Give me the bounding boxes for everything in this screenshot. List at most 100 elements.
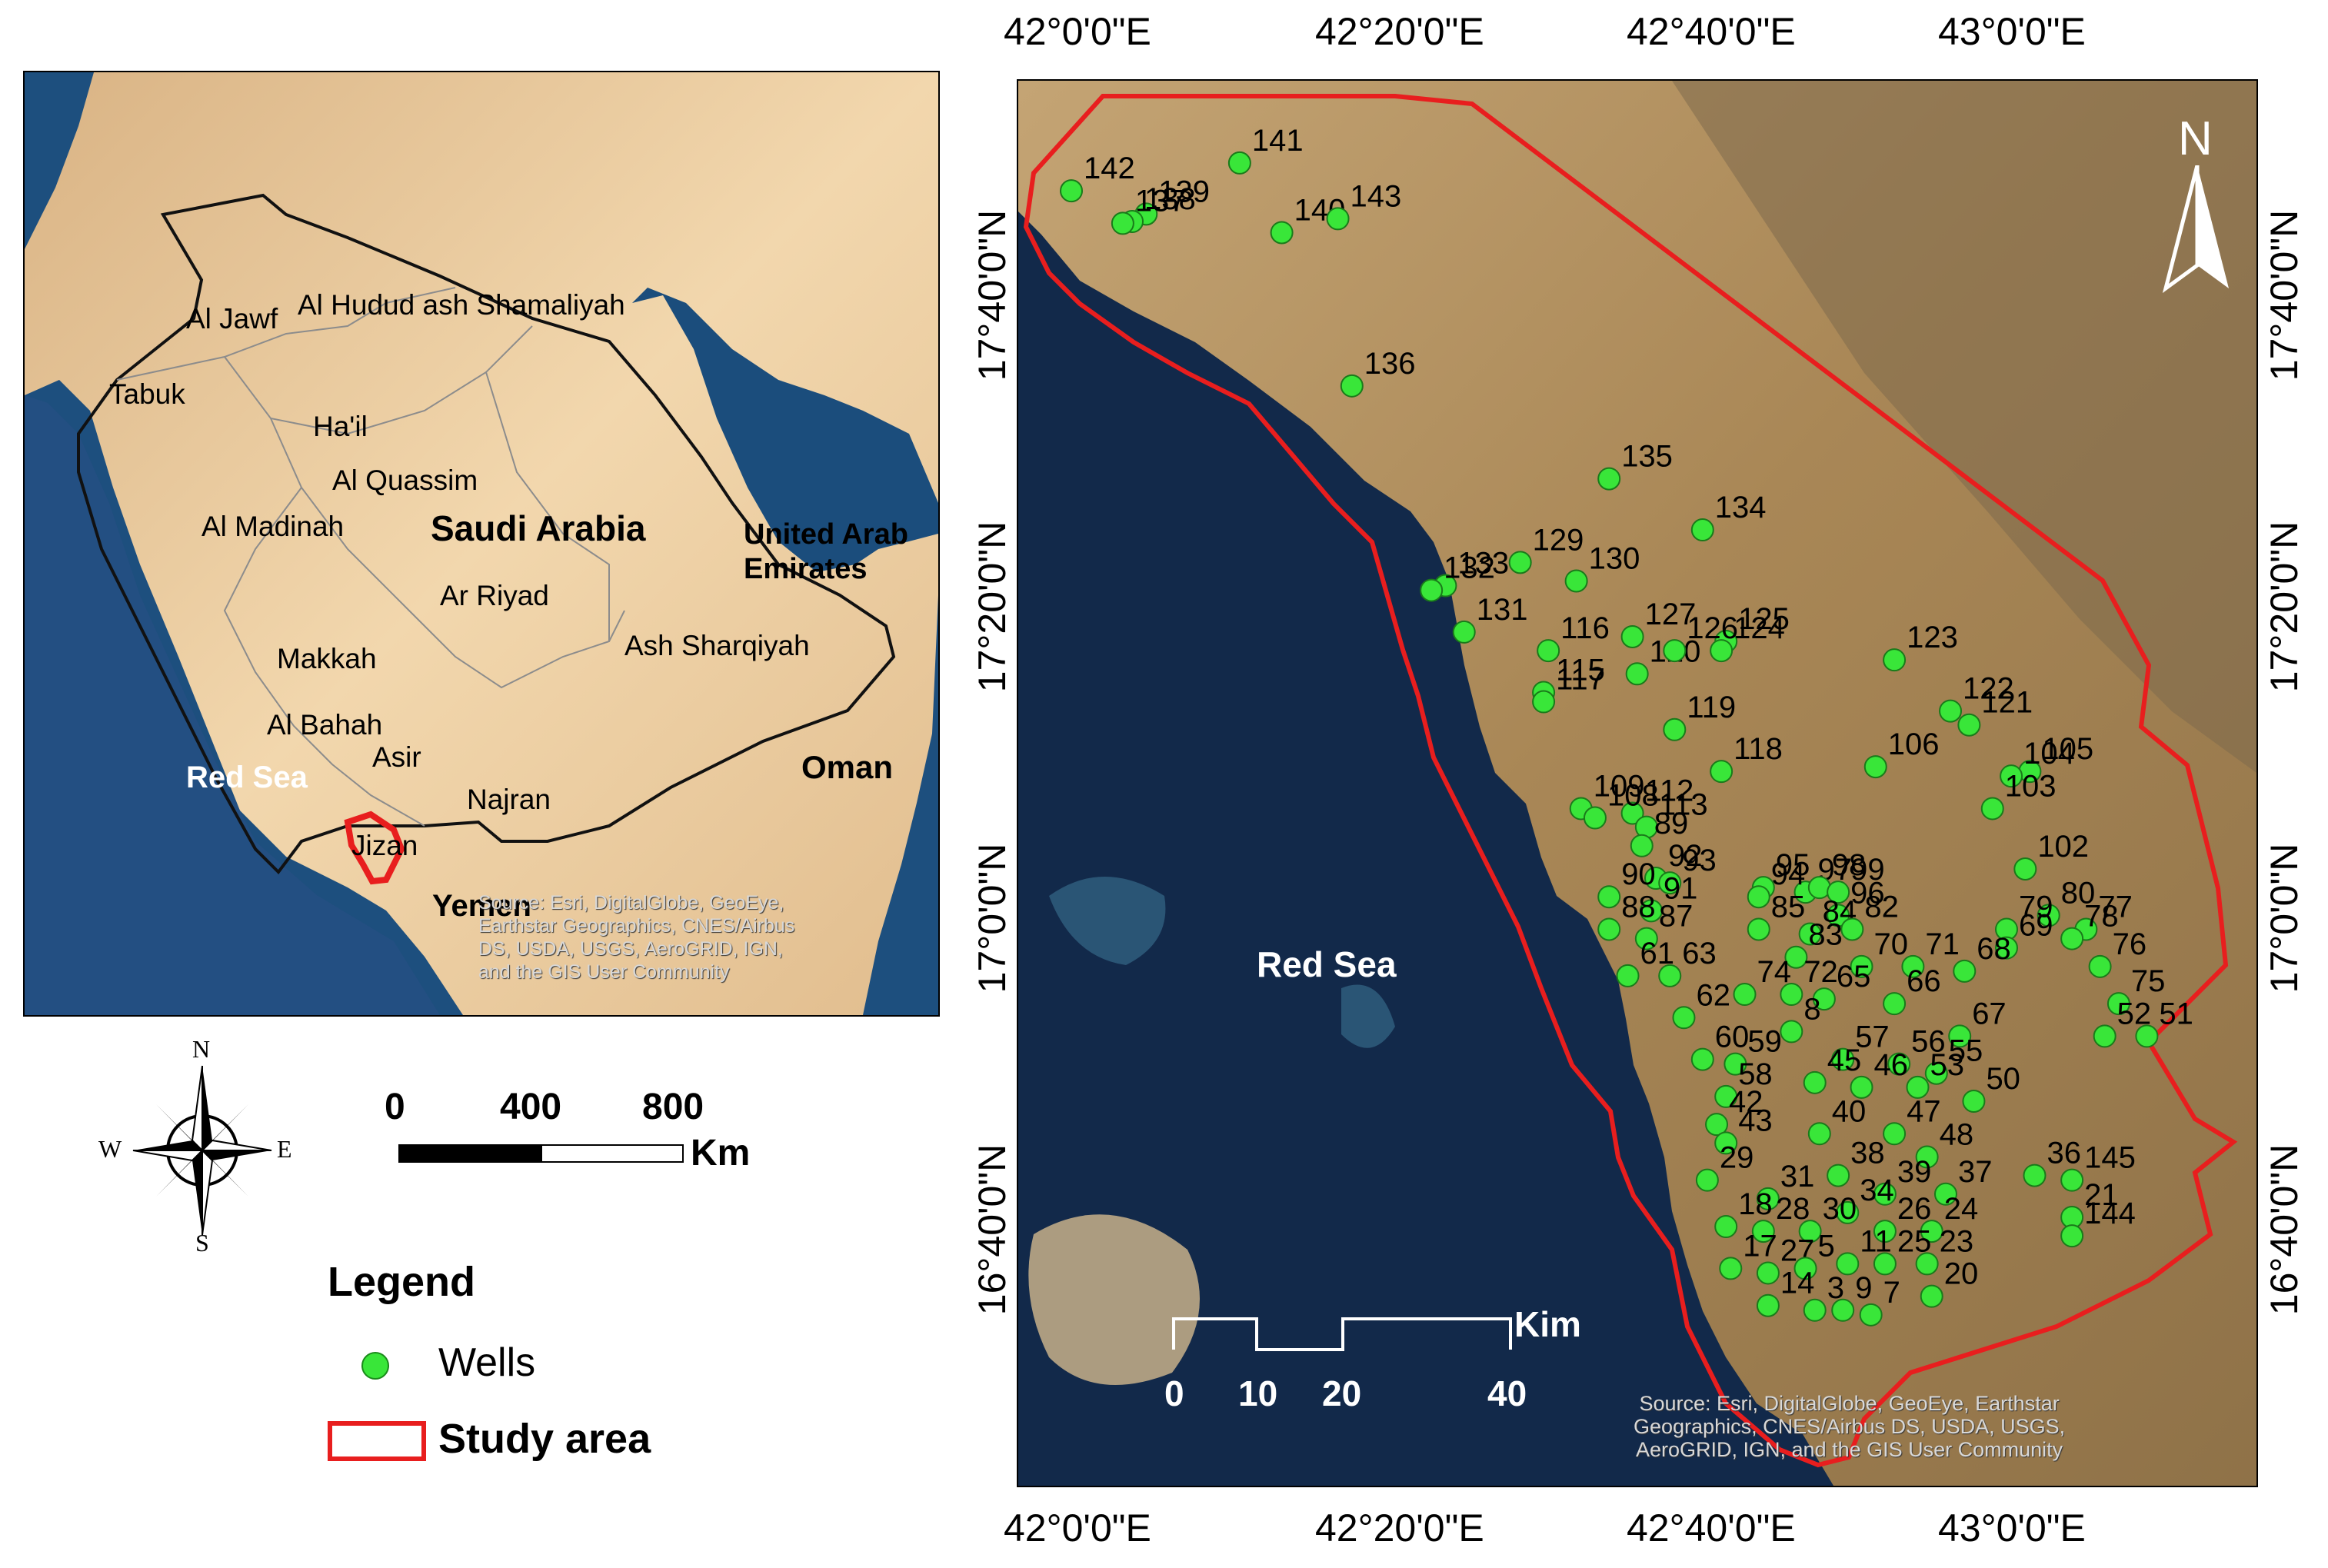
well-point bbox=[1887, 1052, 1911, 1076]
well-point bbox=[1807, 1122, 1831, 1146]
inset-persian-gulf bbox=[632, 288, 938, 572]
inset-study-area bbox=[344, 811, 405, 885]
well-point bbox=[1980, 797, 2004, 821]
well-label: 67 bbox=[1972, 997, 2007, 1030]
well-label: 126 bbox=[1687, 611, 1738, 645]
well-point bbox=[1803, 1070, 1827, 1094]
well-point bbox=[1326, 207, 1350, 231]
well-point bbox=[1953, 959, 1977, 983]
well-label: 113 bbox=[1659, 788, 1708, 822]
well-label: 106 bbox=[1888, 727, 1940, 761]
region-label: Ash Sharqiyah bbox=[624, 630, 810, 661]
well-label: 75 bbox=[2131, 964, 2166, 998]
main-source-text: Source: Esri, DigitalGlobe, GeoEye, Eart… bbox=[1634, 1392, 2065, 1461]
well-point bbox=[1597, 885, 1621, 909]
well-point bbox=[1957, 713, 1981, 737]
region-label: Al Quassim bbox=[332, 464, 478, 496]
main-scale-bar: Kim 0 10 20 40 bbox=[1164, 1304, 1581, 1427]
legend-title: Legend bbox=[328, 1259, 476, 1305]
well-point bbox=[1883, 992, 1907, 1016]
well-label: 74 bbox=[1757, 955, 1792, 989]
well-point bbox=[1714, 1215, 1738, 1239]
well-label: 105 bbox=[2042, 732, 2093, 766]
well-point bbox=[1863, 755, 1887, 779]
compass-n: N bbox=[192, 1035, 211, 1063]
well-point bbox=[1639, 899, 1663, 923]
compass-w: W bbox=[98, 1135, 122, 1163]
well-point bbox=[1883, 1122, 1907, 1146]
well-label: 76 bbox=[2113, 927, 2147, 961]
well-label: 45 bbox=[1827, 1044, 1862, 1077]
well-point bbox=[1812, 987, 1836, 1011]
well-point bbox=[1915, 1145, 1939, 1169]
well-label: 53 bbox=[1930, 1048, 1964, 1082]
well-point bbox=[1705, 1113, 1729, 1137]
well-label: 51 bbox=[2159, 997, 2193, 1030]
well-label: 62 bbox=[1696, 978, 1730, 1012]
well-point bbox=[2088, 954, 2112, 978]
well-label: 65 bbox=[1837, 960, 1871, 994]
well-label: 5 bbox=[1818, 1229, 1835, 1263]
well-point bbox=[1920, 1220, 1943, 1243]
well-label: 34 bbox=[1860, 1174, 1894, 1207]
main-scale-tick: 20 bbox=[1322, 1373, 1362, 1413]
well-label: 117 bbox=[1556, 663, 1605, 697]
scale-unit: Km bbox=[691, 1133, 751, 1174]
well-point bbox=[1663, 717, 1687, 741]
well-label: 29 bbox=[1720, 1141, 1754, 1175]
well-point bbox=[1873, 1182, 1897, 1206]
legend: Legend Wells Study area bbox=[323, 1253, 754, 1484]
well-point bbox=[2060, 927, 2084, 950]
well-label: 127 bbox=[1645, 598, 1697, 631]
well-point bbox=[1583, 806, 1607, 830]
well-label: 40 bbox=[1832, 1094, 1867, 1128]
well-point bbox=[1873, 1220, 1897, 1243]
well-label: 85 bbox=[1771, 890, 1806, 924]
region-label: Ar Riyad bbox=[440, 580, 549, 611]
well-label: 36 bbox=[2047, 1137, 2081, 1170]
main-scale-tick: 0 bbox=[1164, 1373, 1184, 1413]
well-point bbox=[2013, 857, 2037, 881]
well-point bbox=[1532, 690, 1556, 714]
legend-well-symbol bbox=[361, 1352, 389, 1380]
well-point bbox=[1695, 1168, 1719, 1192]
well-point bbox=[1111, 211, 1134, 235]
well-point bbox=[1597, 917, 1621, 941]
well-point bbox=[1690, 518, 1714, 542]
region-label: Al Hudud ash Shamaliyah bbox=[298, 289, 625, 321]
well-label: 30 bbox=[1823, 1192, 1857, 1226]
well-label: 89 bbox=[1654, 807, 1689, 841]
y-tick-left: 17°0'0"N bbox=[971, 843, 1014, 994]
inset-arabian-sea bbox=[863, 595, 938, 1015]
y-tick-left: 16°40'0"N bbox=[971, 1144, 1014, 1316]
country-label: Saudi Arabia bbox=[431, 508, 646, 548]
well-label: 38 bbox=[1850, 1137, 1885, 1170]
well-label: 108 bbox=[1607, 779, 1659, 813]
well-label: 69 bbox=[2019, 909, 2053, 943]
well-label: 43 bbox=[1738, 1104, 1773, 1137]
well-point bbox=[1948, 1024, 1972, 1048]
region-label: Al Madinah bbox=[201, 511, 345, 542]
well-point bbox=[1836, 1200, 1860, 1224]
well-point bbox=[1924, 1061, 1948, 1085]
main-source-line: AeroGRID, IGN, and the GIS User Communit… bbox=[1636, 1438, 2063, 1461]
inset-scale-bar: 0 400 800 Km bbox=[385, 1084, 784, 1177]
region-label: Najran bbox=[467, 784, 551, 815]
well-label: 83 bbox=[1808, 918, 1843, 952]
scale-tick: 400 bbox=[500, 1087, 562, 1127]
well-point bbox=[1827, 881, 1850, 904]
compass-s: S bbox=[195, 1229, 209, 1257]
inset-map-graphic bbox=[25, 72, 938, 1015]
well-label: 39 bbox=[1897, 1155, 1932, 1189]
well-point bbox=[1564, 569, 1588, 593]
well-point bbox=[1780, 1020, 1803, 1044]
well-label: 47 bbox=[1907, 1094, 1941, 1128]
well-label: 133 bbox=[1457, 547, 1509, 581]
inset-saudi-boundary bbox=[77, 193, 896, 875]
well-point bbox=[1962, 1089, 1986, 1113]
neighbor-label: Oman bbox=[801, 749, 894, 785]
y-tick-right: 17°20'0"N bbox=[2263, 521, 2306, 693]
well-label: 3 bbox=[1827, 1271, 1844, 1305]
well-label: 118 bbox=[1734, 732, 1783, 766]
